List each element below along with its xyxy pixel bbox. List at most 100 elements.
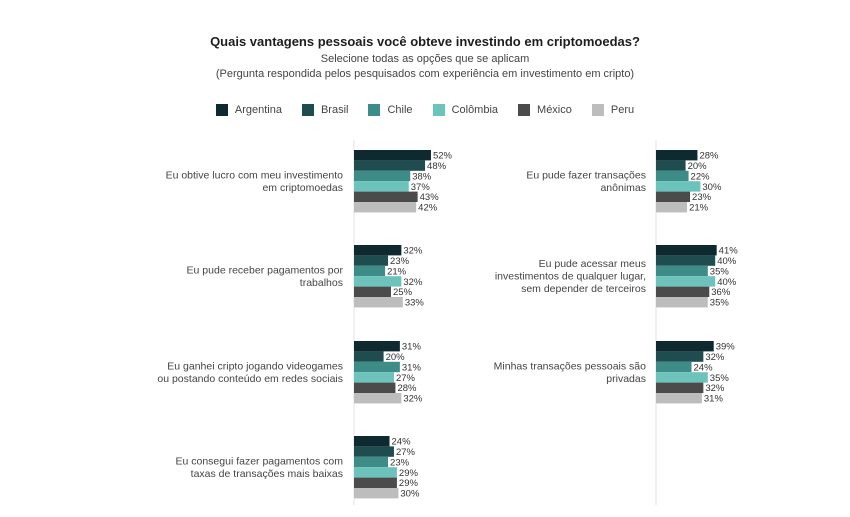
category-label: investimentos de qualquer lugar, [495,271,646,283]
data-label: 27% [396,447,416,458]
data-label: 52% [433,151,453,162]
bar [656,170,689,182]
legend-label: México [537,104,572,116]
legend-item: México [518,104,572,116]
bar [354,477,397,488]
legend-item: Argentina [215,104,282,116]
data-label: 24% [694,362,714,373]
data-label: 32% [705,383,725,394]
category-label: privadas [606,373,646,385]
category-label: em criptomoedas [262,182,343,194]
data-label: 29% [399,468,419,479]
bar [354,382,396,393]
data-label: 29% [399,478,419,489]
data-label: 41% [719,246,739,257]
bar [656,202,688,213]
legend-label: Chile [387,104,413,116]
category-label: sem depender de terceiros [521,283,646,295]
data-label: 43% [420,192,440,203]
bar [354,286,391,297]
bar [354,202,417,213]
legend-swatch [591,104,604,116]
bar [354,170,411,182]
legend-label: Brasil [320,104,349,116]
bar [354,446,394,457]
data-label: 24% [392,437,412,448]
chart-subtitle: Selecione todas as opções que se aplicam [320,53,530,65]
bar [354,160,426,171]
data-label: 23% [390,457,410,468]
bar [656,255,716,266]
data-label: 35% [710,266,730,277]
data-label: 33% [405,298,425,309]
bar [354,488,399,499]
chart-note: (Pergunta respondida pelos pesquisados c… [215,68,635,80]
category-label: Eu consegui fazer pagamentos com [175,455,343,467]
chart-legend: Argentina Brasil Chile Colômbia México Peru [0,104,850,116]
bar [656,245,717,256]
chart-title: Quais vantagens pessoais você obteve inv… [210,34,640,49]
category-label: Eu ganhei cripto jogando videogames [167,360,343,372]
legend-label: Peru [610,104,635,116]
bar [354,276,402,287]
bar [354,436,390,447]
data-label: 28% [699,151,719,162]
bar [354,393,402,404]
bar [354,265,386,277]
data-label: 30% [702,182,722,193]
legend-item: Peru [591,104,635,116]
bar [656,341,714,352]
bar [656,191,691,202]
data-label: 40% [717,277,737,288]
data-label: 32% [705,352,725,363]
category-label: anônimas [600,182,646,194]
data-label: 20% [688,161,708,172]
data-label: 37% [411,182,431,193]
bar [656,276,716,287]
data-label: 21% [387,266,407,277]
legend-label: Colômbia [451,104,499,116]
bar [656,361,692,373]
bar [656,393,702,404]
data-label: 31% [402,342,422,353]
category-label: Eu pude receber pagamentos por [187,264,344,276]
data-label: 21% [689,203,709,214]
legend-swatch [432,104,445,116]
category-label: taxas de transações mais baixas [191,468,343,480]
bar [656,181,701,192]
data-label: 32% [403,277,423,288]
bar [354,255,389,266]
category-label: ou postando conteúdo em redes sociais [157,373,343,385]
bar [354,191,418,202]
category-label: Eu pude fazer transações [526,169,646,181]
bar [354,361,400,373]
bar [656,351,704,362]
data-label: 32% [403,246,423,257]
data-label: 27% [396,373,416,384]
legend-swatch [215,104,228,116]
data-label: 23% [692,192,712,203]
category-label: Minhas transações pessoais são [494,360,646,372]
bar [656,150,698,161]
legend-item: Chile [368,104,413,116]
bar [656,297,708,308]
legend-swatch [368,104,381,116]
data-label: 28% [397,383,417,394]
data-label: 31% [402,362,422,373]
data-label: 48% [427,161,447,172]
data-label: 39% [716,342,736,353]
data-label: 40% [717,256,737,267]
data-label: 22% [691,171,711,182]
legend-label: Argentina [234,104,282,116]
data-label: 38% [412,171,432,182]
bar [354,150,431,161]
bar [354,351,384,362]
category-label: trabalhos [300,277,343,289]
bar [354,297,403,308]
category-label: Eu pude acessar meus [539,258,646,270]
bar [656,372,708,383]
data-label: 36% [711,287,731,298]
bar [354,181,409,192]
